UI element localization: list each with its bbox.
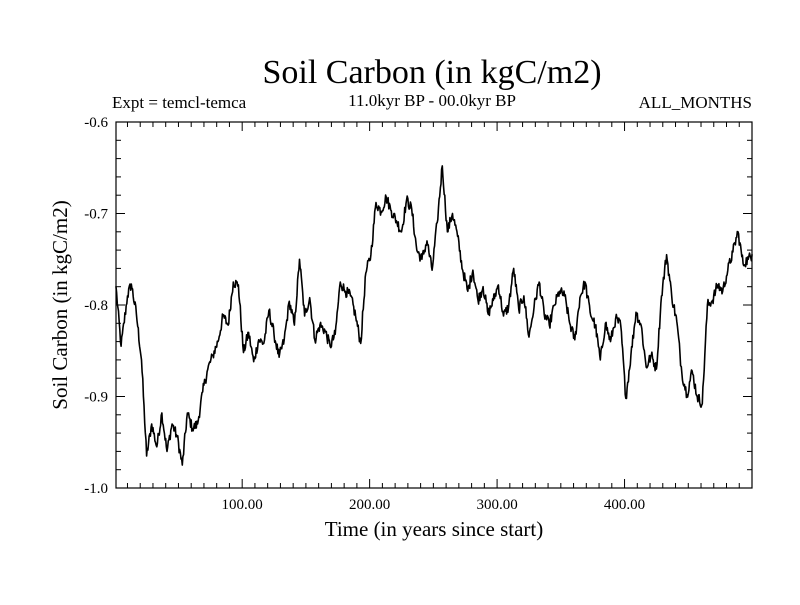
axis-ticks [116,122,752,488]
y-tick-label: -0.8 [84,298,108,314]
x-tick-label: 300.00 [476,497,517,513]
plot-frame [115,121,753,489]
x-tick-label: 200.00 [349,497,390,513]
y-axis-label: Soil Carbon (in kgC/m2) [48,200,72,409]
y-tick-label: -0.9 [84,390,108,406]
x-tick-label: 400.00 [604,497,645,513]
x-tick-label: 100.00 [222,497,263,513]
time-range-caption: 11.0kyr BP - 00.0kyr BP [348,91,516,110]
y-tick-label: -0.6 [84,115,108,131]
months-caption: ALL_MONTHS [639,93,752,112]
y-tick-label: -1.0 [84,481,108,497]
y-tick-label: -0.7 [84,207,108,223]
x-axis-label: Time (in years since start) [325,517,544,541]
chart-title: Soil Carbon (in kgC/m2) [262,54,601,91]
x-tick-labels: 100.00 200.00 300.00 400.00 [222,497,646,513]
experiment-caption: Expt = temcl-temca [112,93,247,112]
soil-carbon-line [115,165,753,466]
y-tick-labels: -1.0 -0.9 -0.8 -0.7 -0.6 [84,115,108,497]
